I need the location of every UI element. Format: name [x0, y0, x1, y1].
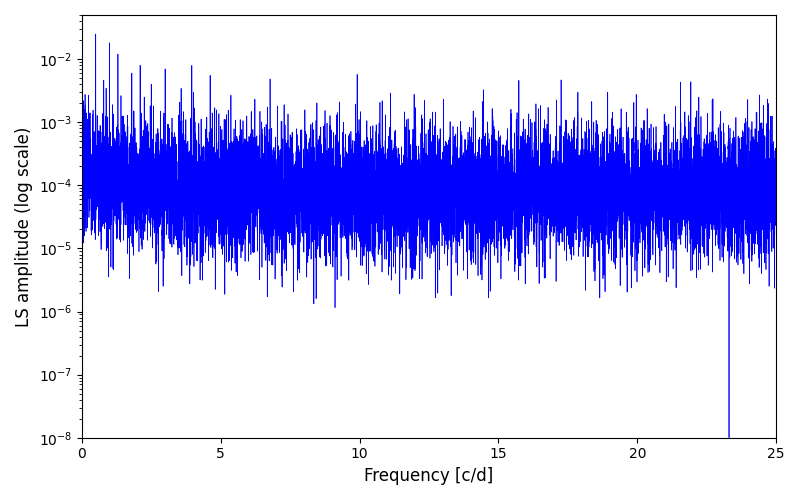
- Y-axis label: LS amplitude (log scale): LS amplitude (log scale): [15, 126, 33, 326]
- X-axis label: Frequency [c/d]: Frequency [c/d]: [364, 467, 494, 485]
